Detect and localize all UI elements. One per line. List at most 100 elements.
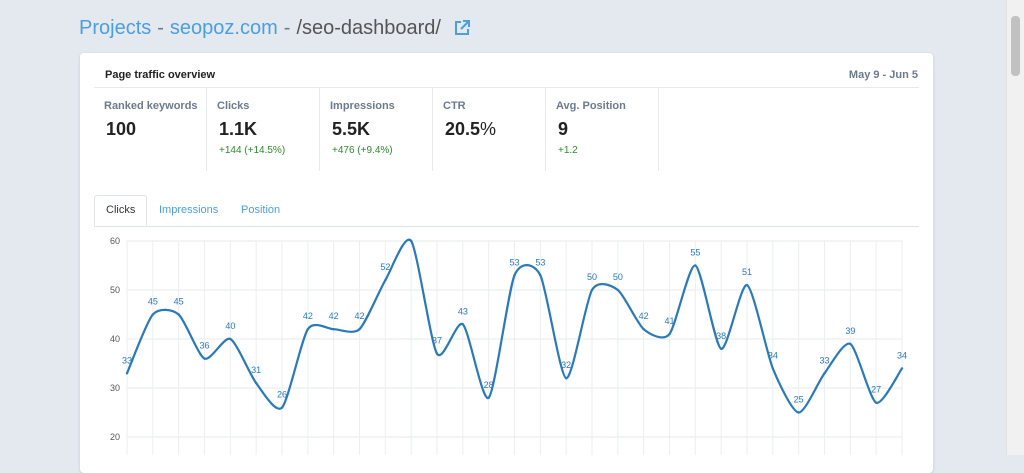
data-point [461, 323, 465, 326]
data-point [280, 406, 284, 409]
data-label: 52 [380, 262, 390, 272]
metrics-row: Ranked keywords 100 Clicks 1.1K +144 (+1… [94, 87, 659, 171]
data-point [900, 367, 904, 370]
external-link-icon[interactable] [453, 19, 471, 37]
data-label: 33 [122, 355, 132, 365]
metric-value: 1.1K [219, 119, 258, 139]
data-point [771, 367, 775, 370]
data-label: 42 [329, 311, 339, 321]
data-label: 33 [819, 355, 829, 365]
data-label: 53 [509, 257, 519, 267]
data-point [823, 372, 826, 375]
date-range[interactable]: May 9 - Jun 5 [848, 69, 918, 81]
scrollbar-thumb[interactable] [1011, 16, 1020, 76]
divider [94, 87, 919, 88]
metric-impressions: Impressions 5.5K +476 (+9.4%) [320, 87, 433, 171]
metric-clicks: Clicks 1.1K +144 (+14.5%) [207, 87, 320, 171]
data-point [409, 239, 413, 243]
data-label: 51 [742, 267, 752, 277]
data-label: 39 [845, 326, 855, 336]
data-label: 25 [794, 395, 804, 405]
data-label: 55 [690, 248, 700, 258]
card-title: Page traffic overview [105, 69, 216, 81]
data-point [513, 274, 516, 277]
data-point [229, 337, 232, 341]
data-label: 42 [639, 311, 649, 321]
metric-value: 20.5% [445, 119, 496, 140]
data-point [487, 396, 490, 399]
metric-label: CTR [443, 100, 466, 112]
data-label: 42 [354, 311, 364, 321]
y-tick-label: 20 [110, 432, 120, 442]
data-point [797, 411, 800, 414]
metric-delta: +1.2 [558, 145, 578, 156]
data-point [874, 401, 878, 404]
clicks-line-chart: 60 50 40 30 20 33 45 45 36 40 31 26 42 42 42 52 37 43 28 53… [110, 236, 907, 455]
data-label: 38 [716, 331, 726, 341]
chart-tabs: Clicks Impressions Position [94, 195, 919, 227]
y-tick-label: 50 [110, 285, 120, 295]
scrollbar[interactable] [1006, 0, 1024, 455]
data-point [435, 352, 439, 355]
data-point [668, 332, 671, 336]
tab-position[interactable]: Position [241, 204, 281, 216]
metric-avg-position: Avg. Position 9 +1.2 [546, 87, 659, 171]
y-tick-label: 60 [110, 236, 120, 246]
data-point [177, 313, 180, 316]
header-separator: - [157, 16, 164, 39]
metric-value: 9 [558, 119, 569, 139]
data-point [125, 372, 129, 375]
metric-ctr: CTR 20.5% [433, 87, 546, 171]
data-label: 26 [277, 390, 287, 400]
metric-delta: +476 (+9.4%) [332, 145, 393, 156]
data-point [384, 279, 387, 282]
data-point [203, 357, 206, 360]
data-label: 41 [664, 316, 674, 326]
tab-clicks[interactable]: Clicks [94, 195, 148, 226]
data-label: 45 [148, 297, 158, 307]
data-point [254, 381, 258, 385]
data-label: 42 [303, 311, 313, 321]
data-label: 40 [225, 321, 235, 331]
data-label: 50 [613, 272, 623, 282]
data-point [151, 313, 155, 316]
data-label: 27 [871, 385, 881, 395]
data-label: 53 [535, 257, 545, 267]
metric-value: 5.5K [332, 119, 371, 139]
metric-delta: +144 (+14.5%) [219, 145, 286, 156]
data-point [306, 328, 310, 331]
data-point [564, 377, 568, 380]
data-point [332, 328, 335, 331]
header-separator: - [283, 16, 291, 39]
traffic-overview-card: Page traffic overview May 9 - Jun 5 Rank… [80, 53, 933, 473]
page-header: Projects - seopoz.com - /seo-dashboard/ [79, 14, 471, 42]
data-point [616, 288, 620, 292]
data-label: 50 [587, 272, 597, 282]
page-path: /seo-dashboard/ [296, 16, 441, 39]
data-point [590, 288, 594, 292]
metric-label: Clicks [217, 100, 250, 112]
data-label: 36 [199, 341, 209, 351]
data-label: 31 [251, 365, 261, 375]
data-point [358, 328, 361, 331]
data-point [719, 347, 723, 350]
data-label: 34 [897, 350, 907, 360]
metric-label: Ranked keywords [104, 100, 198, 112]
data-label: 28 [484, 380, 494, 390]
metric-value: 100 [106, 119, 137, 139]
tab-impressions[interactable]: Impressions [159, 204, 219, 216]
metric-unit: % [480, 119, 497, 139]
data-label: 32 [561, 360, 571, 370]
data-point [539, 274, 542, 277]
data-label: 34 [768, 350, 778, 360]
projects-link[interactable]: Projects [79, 16, 152, 39]
data-label: 45 [174, 297, 184, 307]
data-point [745, 283, 749, 287]
data-point [849, 342, 852, 346]
domain-link[interactable]: seopoz.com [169, 16, 278, 39]
data-point [642, 328, 645, 331]
data-label: 37 [432, 336, 442, 346]
metric-number: 20.5 [445, 119, 481, 139]
metric-label: Avg. Position [556, 100, 626, 112]
metric-label: Impressions [330, 100, 395, 112]
